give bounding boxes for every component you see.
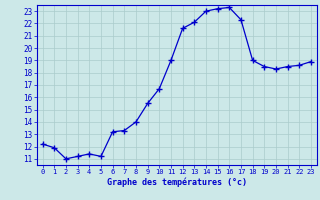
- X-axis label: Graphe des températures (°c): Graphe des températures (°c): [107, 178, 247, 187]
